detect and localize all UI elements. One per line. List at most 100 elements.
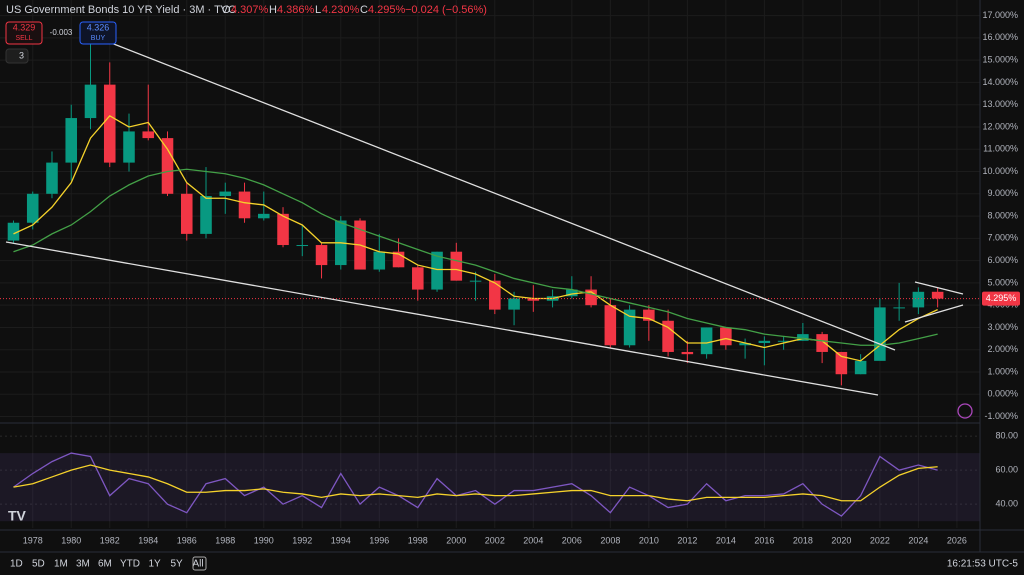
candle-body — [123, 131, 135, 163]
moving-average — [13, 114, 938, 362]
candle-body — [643, 309, 655, 321]
ohlc-value: 4.295% — [368, 4, 406, 16]
candle-body — [700, 327, 713, 355]
candle-body — [681, 351, 694, 355]
buy-label: BUY — [91, 35, 106, 42]
clock: 16:21:53 UTC-5 — [947, 559, 1019, 570]
candle-body — [874, 307, 886, 361]
ohlc-label: H — [269, 4, 277, 16]
x-tick-label: 2006 — [562, 535, 582, 545]
candle-body — [219, 191, 232, 197]
candle-body — [758, 340, 771, 344]
candle-body — [315, 245, 328, 266]
indicators-toggle[interactable] — [5, 48, 29, 64]
rsi-line — [13, 464, 938, 502]
logo: TV — [8, 508, 27, 524]
trend-line — [914, 281, 964, 295]
toolbar: 1D 5D 1M 3M 6M YTD 1Y 5Y All — [10, 559, 204, 570]
sell-button[interactable] — [5, 21, 43, 45]
x-tick-label: 1984 — [138, 535, 158, 545]
range-button[interactable]: 1D — [10, 559, 23, 570]
buy-button[interactable] — [79, 21, 117, 45]
ohlc-value: 4.386% — [277, 4, 315, 16]
candle-body — [238, 191, 251, 219]
y-tick-label: -1.000% — [984, 411, 1018, 421]
ohlc-label: C — [360, 4, 368, 16]
change: −0.024 (−0.56%) — [405, 4, 487, 16]
candle-body — [103, 84, 116, 163]
indicators-count: 3 — [19, 50, 24, 60]
candle-body — [142, 131, 155, 139]
range-button[interactable]: YTD — [120, 559, 140, 570]
trend-line — [100, 38, 896, 351]
plot — [0, 42, 980, 517]
x-tick-label: 1980 — [61, 535, 81, 545]
candle-body — [816, 334, 828, 352]
y-tick-label: 14.000% — [982, 77, 1018, 87]
ohlc-value: 4.230% — [322, 4, 360, 16]
date-range-button[interactable] — [192, 556, 207, 571]
x-tick-label: 1982 — [100, 535, 120, 545]
candle-body — [373, 251, 386, 270]
candle-body — [662, 320, 674, 352]
x-tick-label: 1996 — [369, 535, 389, 545]
x-tick-label: 1994 — [331, 535, 351, 545]
candle-body — [46, 162, 58, 194]
candle-body — [180, 193, 193, 234]
alert-icon[interactable] — [957, 403, 973, 419]
range-button[interactable]: 1Y — [149, 559, 162, 570]
y-tick-label: 11.000% — [983, 144, 1018, 154]
candle-body — [566, 289, 578, 297]
y-tick-label: 60.00 — [995, 464, 1018, 474]
candle-body — [296, 245, 309, 247]
x-tick-label: 2002 — [485, 535, 505, 545]
candle-body — [84, 84, 97, 119]
y-tick-label: 7.000% — [987, 233, 1018, 243]
y-tick-label: 0.000% — [987, 389, 1018, 399]
x-tick-label: 1992 — [292, 535, 312, 545]
candle-body — [931, 291, 944, 299]
y-tick-label: 2.000% — [987, 344, 1018, 354]
range-button[interactable]: 3M — [76, 559, 90, 570]
y-tick-label: 80.00 — [995, 430, 1018, 440]
trend-line — [5, 241, 879, 396]
y-tick-label: 9.000% — [987, 188, 1018, 198]
x-tick-label: 1978 — [23, 535, 43, 545]
candle-body — [200, 196, 212, 234]
candle-body — [854, 360, 867, 375]
x-tick-label: 2012 — [677, 535, 697, 545]
range-button[interactable]: 5D — [32, 559, 45, 570]
candle-body — [893, 307, 905, 309]
range-button[interactable]: 6M — [98, 559, 112, 570]
candle-body — [161, 138, 174, 194]
candle-body — [604, 305, 617, 346]
y-tick-label: 10.000% — [982, 166, 1018, 176]
last-price-badge — [982, 291, 1020, 306]
candle-body — [912, 291, 925, 308]
rsi-band — [0, 453, 980, 522]
candle-body — [508, 298, 520, 310]
range-button[interactable]: 1M — [54, 559, 68, 570]
spread: -0.003 — [50, 28, 73, 37]
candle-body — [720, 327, 732, 346]
candle-body — [777, 340, 790, 342]
x-tick-label: 2010 — [639, 535, 659, 545]
range-button[interactable]: All — [193, 559, 204, 570]
y-tick-label: 40.00 — [995, 499, 1018, 509]
candle-body — [26, 193, 39, 223]
range-button[interactable]: 5Y — [171, 559, 184, 570]
candle-body — [585, 289, 597, 306]
candle-body — [7, 222, 20, 241]
sell-label: SELL — [15, 35, 32, 42]
x-tick-label: 1986 — [177, 535, 197, 545]
x-tick-label: 2008 — [600, 535, 620, 545]
candle-body — [527, 298, 540, 301]
y-tick-label: 1.000% — [987, 366, 1018, 376]
ohlc-label: O — [222, 4, 231, 16]
last-price-label: 4.295% — [986, 293, 1017, 303]
sell-price: 4.329 — [13, 22, 36, 32]
y-tick-label: 16.000% — [982, 32, 1018, 42]
x-tick-label: 2022 — [870, 535, 890, 545]
y-tick-label: 5.000% — [987, 277, 1018, 287]
